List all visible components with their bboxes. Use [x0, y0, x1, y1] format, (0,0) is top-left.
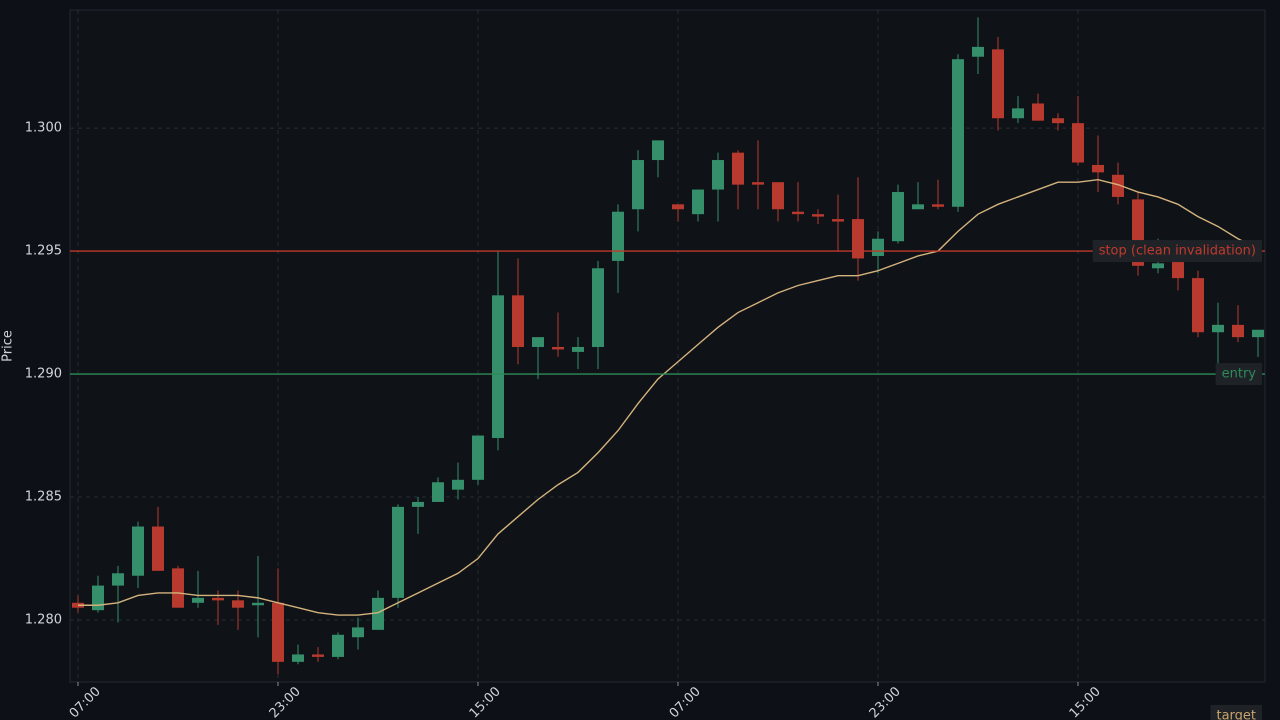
candle-body [272, 602, 284, 662]
x-tick-label: 15:00 [467, 684, 504, 720]
candle-body [632, 160, 644, 210]
candle-body [972, 46, 984, 57]
candle-body [1172, 260, 1184, 279]
level-label: entry [1222, 367, 1257, 382]
candle-body [352, 627, 364, 638]
candle-body [132, 526, 144, 576]
candle-body [492, 295, 504, 438]
x-tick-label: 23:00 [267, 684, 304, 720]
candle-body [872, 238, 884, 256]
candle-body [912, 204, 924, 210]
candle-body [452, 479, 464, 490]
candle-body [252, 602, 264, 606]
candle-body [1212, 324, 1224, 333]
candle-body [852, 219, 864, 259]
candle-body [552, 346, 564, 350]
y-tick-label: 1.290 [25, 367, 62, 382]
candle-body [312, 654, 324, 657]
level-label: target [1216, 708, 1256, 720]
y-axis-label: Price [1, 330, 16, 362]
candle-body [112, 573, 124, 586]
candle-body [1032, 103, 1044, 121]
candle-body [1052, 118, 1064, 124]
candle-body [1192, 278, 1204, 333]
level-label-box [1215, 363, 1262, 386]
x-tick-label: 15:00 [1067, 684, 1104, 720]
x-tick-label: 07:00 [67, 684, 104, 720]
candle-body [992, 49, 1004, 119]
candle-body [592, 268, 604, 347]
candle-body [652, 140, 664, 161]
candle-body [1072, 123, 1084, 163]
candle-body [372, 597, 384, 630]
candle-body [832, 219, 844, 222]
candle-body [412, 501, 424, 507]
candle-body [512, 295, 524, 347]
candle-body [92, 585, 104, 611]
candle-body [1232, 324, 1244, 338]
candle-body [892, 192, 904, 242]
candle-body [472, 435, 484, 480]
level-label: stop (clean invalidation) [1099, 244, 1256, 259]
candle-body [672, 204, 684, 210]
y-tick-label: 1.295 [25, 244, 62, 259]
candle-body [612, 211, 624, 261]
candle-body [1092, 164, 1104, 173]
candle-body [772, 182, 784, 210]
candle-body [232, 600, 244, 608]
moving-average [78, 179, 1259, 616]
level-label-box [1092, 240, 1262, 263]
candle-body [1112, 174, 1124, 197]
candle-body [1012, 108, 1024, 119]
candle-body [812, 214, 824, 217]
y-tick-label: 1.280 [25, 613, 62, 628]
y-tick-label: 1.285 [25, 490, 62, 505]
candle-body [172, 568, 184, 608]
candle-body [572, 346, 584, 352]
candle-body [432, 482, 444, 502]
candle-body [712, 160, 724, 190]
candle-body [532, 337, 544, 347]
candle-body [152, 526, 164, 571]
y-tick-label: 1.300 [25, 121, 62, 136]
plot-area [69, 9, 1266, 683]
candle-body [692, 189, 704, 215]
candle-body [752, 182, 764, 185]
candle-body [292, 654, 304, 662]
candle-body [932, 204, 944, 207]
candle-body [732, 152, 744, 185]
candle-body [192, 597, 204, 603]
candle-body [792, 211, 804, 215]
level-label-box [1210, 704, 1262, 720]
x-tick-label: 07:00 [667, 684, 704, 720]
candle-body [952, 59, 964, 207]
candle-body [1152, 263, 1164, 269]
candle-body [1252, 329, 1264, 338]
candle-body [212, 597, 224, 601]
x-tick-label: 23:00 [867, 684, 904, 720]
candle-body [332, 634, 344, 657]
candle-body [392, 506, 404, 598]
